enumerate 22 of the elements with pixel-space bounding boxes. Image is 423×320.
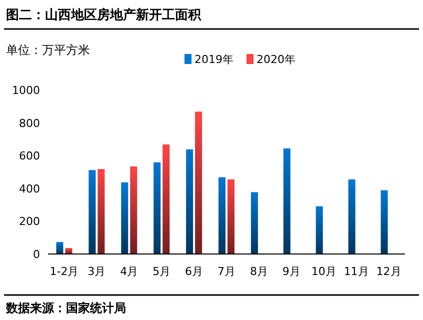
x-tick-label: 6月 xyxy=(185,265,204,278)
y-tick-label: 800 xyxy=(19,116,40,130)
x-tick-label: 10月 xyxy=(311,265,336,278)
x-tick-label: 11月 xyxy=(344,265,369,278)
legend-label: 2019年 xyxy=(194,53,234,66)
chart-title: 图二：山西地区房地产新开工面积 xyxy=(6,7,202,23)
x-tick-label: 4月 xyxy=(120,265,138,278)
x-tick-label: 5月 xyxy=(152,265,171,278)
x-tick-label: 1-2月 xyxy=(50,265,79,278)
y-axis-title: 单位：万平方米 xyxy=(6,43,90,57)
y-tick-label: 0 xyxy=(33,248,40,261)
legend-label: 2020年 xyxy=(256,53,296,66)
x-tick-label: 3月 xyxy=(88,265,106,278)
y-tick-label: 200 xyxy=(19,215,40,228)
x-tick-label: 7月 xyxy=(218,265,236,278)
source-note: 数据来源：国家统计局 xyxy=(5,301,126,315)
x-tick-label: 9月 xyxy=(282,265,300,278)
x-tick-label: 12月 xyxy=(376,265,402,278)
x-tick-label: 8月 xyxy=(250,265,268,278)
y-tick-label: 400 xyxy=(19,182,40,196)
y-tick-label: 600 xyxy=(19,150,40,163)
y-tick-label: 1000 xyxy=(12,84,40,97)
